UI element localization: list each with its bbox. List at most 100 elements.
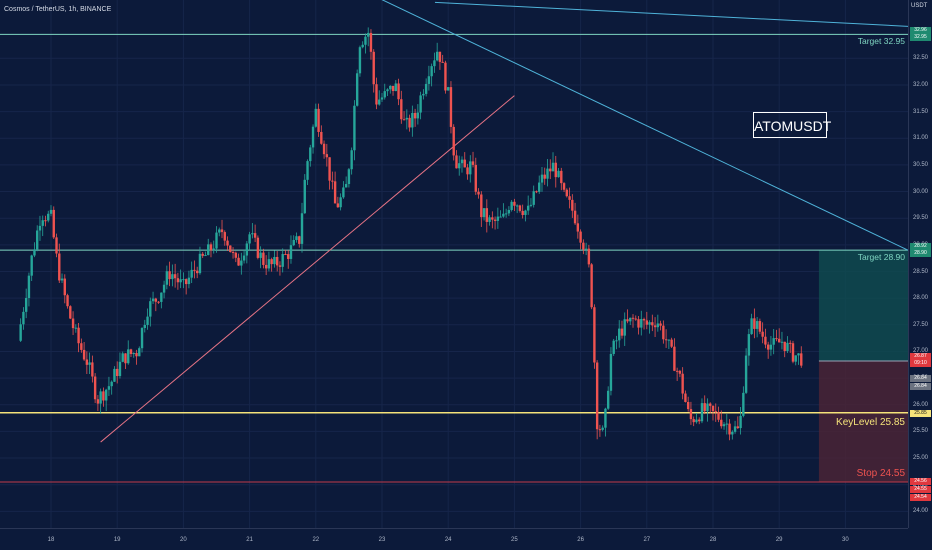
candle-body <box>463 159 466 168</box>
candle-body <box>278 265 282 267</box>
price-chart[interactable] <box>0 0 908 528</box>
price-tick-label: 28.00 <box>913 295 929 302</box>
currency-label: USDT <box>911 3 928 9</box>
candle-body <box>573 210 577 224</box>
candle-body <box>82 349 86 360</box>
candle-body <box>135 352 138 357</box>
price-tick-label: 30.50 <box>913 161 929 168</box>
candle-body <box>41 220 44 226</box>
candle-body <box>140 328 144 349</box>
candle-body <box>113 368 116 382</box>
candle-body <box>642 319 646 321</box>
candle-body <box>786 342 789 352</box>
candle-body <box>397 83 400 100</box>
profit-zone <box>818 250 908 362</box>
candle-body <box>634 318 637 320</box>
candle-body <box>518 205 522 211</box>
candle-body <box>121 353 124 362</box>
candle-body <box>408 117 411 128</box>
candlestick-series <box>19 27 803 441</box>
candle-body <box>402 119 406 121</box>
candle-body <box>116 368 119 376</box>
candle-body <box>722 424 726 427</box>
candle-body <box>63 278 66 296</box>
candle-body <box>38 225 42 231</box>
candle-body <box>162 284 166 293</box>
candle-body <box>342 187 345 198</box>
candle-body <box>364 36 367 45</box>
candle-body <box>695 419 698 423</box>
candle-body <box>482 208 486 218</box>
candle-body <box>298 236 301 244</box>
candle-body <box>333 181 337 204</box>
candle-body <box>419 95 422 113</box>
candle-body <box>394 83 397 92</box>
candle-body <box>339 197 342 208</box>
candle-body <box>554 162 557 178</box>
candle-body <box>237 257 240 266</box>
price-tick-label: 27.50 <box>913 321 929 328</box>
candle-body <box>455 155 458 169</box>
candle-body <box>557 170 560 178</box>
candle-body <box>507 209 511 214</box>
candle-body <box>284 254 287 256</box>
candle-body <box>104 389 108 401</box>
candle-body <box>60 278 64 281</box>
candle-body <box>344 184 348 188</box>
candle-body <box>469 161 472 175</box>
candle-body <box>212 248 215 251</box>
candle-body <box>347 169 351 185</box>
candle-body <box>789 342 792 344</box>
candle-body <box>562 183 566 190</box>
candle-body <box>521 210 524 215</box>
candle-body <box>424 83 428 94</box>
candle-body <box>466 167 469 175</box>
candle-body <box>132 352 135 354</box>
candle-body <box>361 44 364 48</box>
time-tick-label: 23 <box>378 537 386 543</box>
candle-body <box>129 349 133 354</box>
candle-body <box>664 339 668 341</box>
candle-body <box>30 255 33 276</box>
candle-body <box>85 359 89 365</box>
price-tick-label: 32.50 <box>913 55 929 62</box>
candle-body <box>36 230 39 250</box>
candle-body <box>322 143 326 155</box>
candle-body <box>681 373 684 394</box>
candle-body <box>66 295 69 307</box>
loss-zone <box>818 361 908 483</box>
candle-body <box>794 355 797 362</box>
time-tick-label: 20 <box>180 537 187 543</box>
candle-body <box>458 163 461 169</box>
candle-body <box>201 253 204 256</box>
candle-body <box>405 117 409 120</box>
candle-body <box>74 327 78 329</box>
candle-body <box>491 217 494 220</box>
time-tick-label: 19 <box>113 537 121 543</box>
candle-body <box>245 243 249 256</box>
candle-body <box>143 324 146 329</box>
candle-body <box>797 353 800 356</box>
axis-tag-stop-b: 24.54 <box>910 494 931 502</box>
candle-body <box>248 234 251 244</box>
candle-body <box>595 362 599 430</box>
candle-body <box>686 401 690 410</box>
candle-body <box>783 341 786 352</box>
candle-body <box>427 76 431 84</box>
candle-body <box>438 51 442 62</box>
candle-body <box>24 298 28 312</box>
candle-body <box>289 245 293 259</box>
candle-body <box>93 376 97 400</box>
candle-body <box>157 301 160 303</box>
candle-body <box>314 108 317 127</box>
candle-body <box>300 213 304 244</box>
price-axis[interactable] <box>908 0 932 528</box>
candle-body <box>474 164 477 192</box>
time-tick-label: 24 <box>444 537 452 543</box>
candle-body <box>598 429 602 431</box>
time-axis[interactable] <box>0 528 908 550</box>
candle-body <box>449 87 453 127</box>
candle-body <box>744 355 748 393</box>
candle-body <box>629 317 632 322</box>
candle-body <box>780 341 784 343</box>
